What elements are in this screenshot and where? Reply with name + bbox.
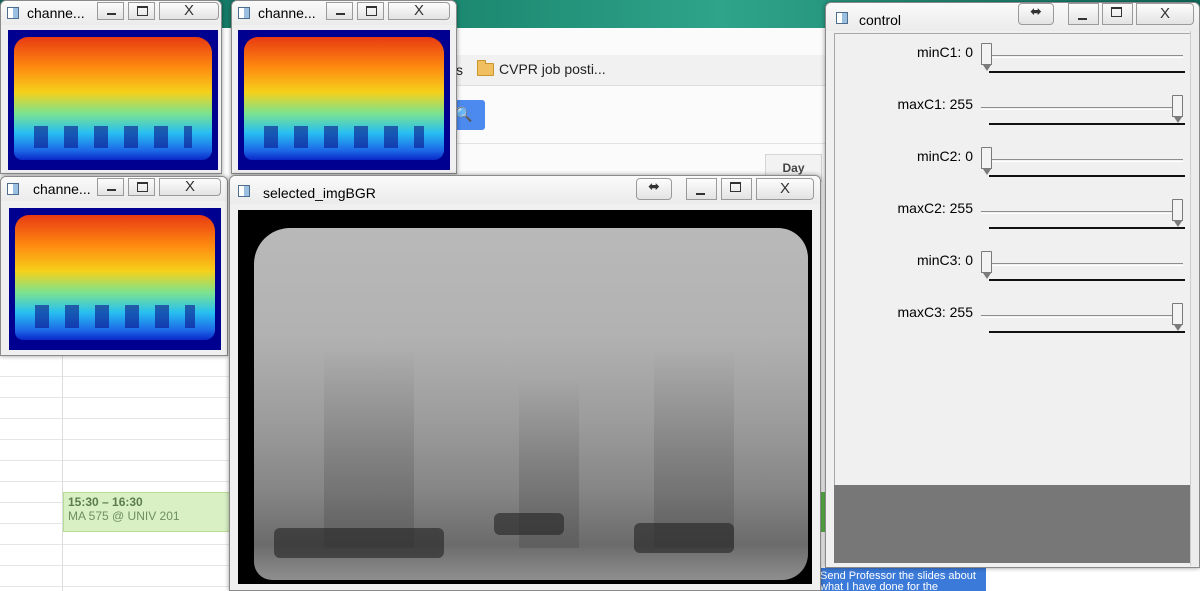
- folder-icon: [477, 59, 494, 76]
- maximize-button[interactable]: [721, 178, 752, 200]
- trackbar-label: maxC2: 255: [897, 200, 973, 216]
- window-icon: [7, 183, 19, 195]
- window-icon: [7, 7, 19, 19]
- trackbar-baseline: [989, 123, 1185, 125]
- trackbar-label: maxC3: 255: [897, 304, 973, 320]
- resize-button[interactable]: ⬌: [1018, 3, 1054, 25]
- minimize-button[interactable]: [686, 178, 717, 200]
- close-button[interactable]: X: [1136, 3, 1194, 25]
- resize-button[interactable]: ⬌: [636, 178, 672, 200]
- calendar-task[interactable]: Send Professor the slides about what I h…: [818, 568, 986, 591]
- trackbar-thumb[interactable]: [981, 43, 992, 71]
- trackbar-baseline: [989, 71, 1185, 73]
- close-button[interactable]: X: [756, 178, 814, 200]
- window-icon: [238, 7, 250, 19]
- minimize-button[interactable]: [1068, 3, 1099, 25]
- trackbar-track: [981, 211, 1183, 214]
- trackbar-label: minC1: 0: [916, 44, 973, 60]
- trackbar-maxC1[interactable]: maxC1: 255: [835, 90, 1193, 142]
- event-time: 15:30 – 16:30: [68, 495, 143, 509]
- titlebar[interactable]: channe... X: [1, 1, 221, 25]
- calendar-grid: [0, 355, 232, 591]
- trackbar-baseline: [989, 331, 1185, 333]
- titlebar[interactable]: channe... X: [1, 177, 227, 201]
- window-title: channe...: [258, 5, 316, 21]
- heatmap-image: [8, 30, 218, 170]
- window-edge: [1190, 31, 1199, 566]
- search-button[interactable]: 🔍: [455, 100, 485, 130]
- minimize-button[interactable]: [97, 178, 124, 196]
- trackbar-label: minC3: 0: [916, 252, 973, 268]
- window-icon: [238, 185, 250, 197]
- trackbar-panel: minC1: 0 maxC1: 255 minC2: 0 maxC2: 255 …: [834, 33, 1192, 563]
- heatmap-image: [238, 30, 450, 170]
- trackbar-thumb[interactable]: [981, 251, 992, 279]
- window-title: channe...: [27, 5, 85, 21]
- trackbar-thumb[interactable]: [1172, 95, 1183, 123]
- titlebar[interactable]: selected_imgBGR ⬌ X: [230, 176, 820, 204]
- bookmark-label: CVPR job posti...: [499, 61, 606, 77]
- trackbar-track: [981, 107, 1183, 110]
- titlebar[interactable]: channe... X: [232, 1, 456, 25]
- minimize-button[interactable]: [326, 2, 353, 20]
- maximize-button[interactable]: [128, 2, 155, 20]
- search-icon: 🔍: [455, 106, 473, 122]
- trackbar-thumb[interactable]: [981, 147, 992, 175]
- trackbar-label: maxC1: 255: [897, 96, 973, 112]
- trackbar-maxC3[interactable]: maxC3: 255: [835, 298, 1193, 350]
- trackbar-thumb[interactable]: [1172, 199, 1183, 227]
- channel-window-3[interactable]: channe... X: [0, 176, 228, 356]
- event-title: MA 575 @ UNIV 201: [68, 509, 180, 523]
- channel-window-1[interactable]: channe... X: [0, 0, 222, 174]
- trackbar-label: minC2: 0: [916, 148, 973, 164]
- trackbar-maxC2[interactable]: maxC2: 255: [835, 194, 1193, 246]
- window-title: channe...: [33, 181, 91, 197]
- window-title: control: [859, 12, 902, 28]
- window-title: selected_imgBGR: [263, 185, 376, 201]
- trackbar-minC3[interactable]: minC3: 0: [835, 246, 1193, 298]
- trackbar-track: [981, 263, 1183, 266]
- titlebar[interactable]: control ⬌ X: [826, 3, 1199, 31]
- trackbar-track: [981, 315, 1183, 318]
- calendar-event[interactable]: 15:30 – 16:30 MA 575 @ UNIV 201: [63, 492, 233, 532]
- bookmark-cvpr[interactable]: CVPR job posti...: [477, 59, 606, 77]
- trackbar-minC2[interactable]: minC2: 0: [835, 142, 1193, 194]
- bookmark-fragment: s: [456, 62, 463, 78]
- maximize-button[interactable]: [1102, 3, 1133, 25]
- trackbar-track: [981, 159, 1183, 162]
- panel-footer: [834, 485, 1192, 563]
- trackbar-thumb[interactable]: [1172, 303, 1183, 331]
- trackbar-minC1[interactable]: minC1: 0: [835, 38, 1193, 90]
- divider: [455, 143, 830, 144]
- close-button[interactable]: X: [159, 178, 221, 196]
- window-icon: [836, 12, 848, 24]
- trackbar-baseline: [989, 227, 1185, 229]
- grayscale-image: [238, 210, 812, 584]
- bookmarks-bar: [455, 55, 830, 86]
- trackbar-track: [981, 55, 1183, 58]
- close-button[interactable]: X: [159, 2, 219, 20]
- calendar-column-divider: [62, 355, 63, 591]
- control-window[interactable]: control ⬌ X minC1: 0 maxC1: 255 minC2: 0…: [825, 2, 1200, 568]
- heatmap-image: [9, 208, 221, 350]
- trackbar-baseline: [989, 175, 1185, 177]
- maximize-button[interactable]: [128, 178, 155, 196]
- trackbar-baseline: [989, 279, 1185, 281]
- minimize-button[interactable]: [97, 2, 124, 20]
- maximize-button[interactable]: [357, 2, 384, 20]
- close-button[interactable]: X: [388, 2, 450, 20]
- channel-window-2[interactable]: channe... X: [231, 0, 457, 174]
